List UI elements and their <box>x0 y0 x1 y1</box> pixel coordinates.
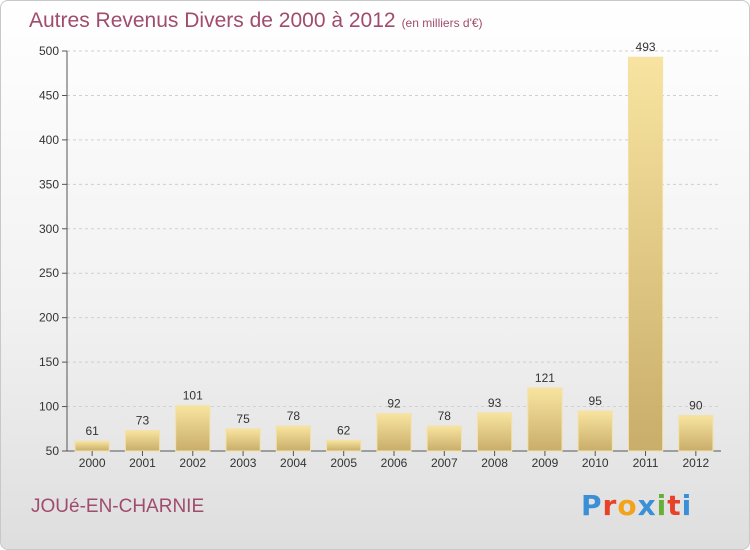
data-label: 61 <box>85 424 99 438</box>
x-tick-label: 2004 <box>280 456 307 470</box>
y-tick-label: 150 <box>39 355 59 369</box>
logo-letter: x <box>637 489 657 522</box>
y-tick-label: 450 <box>39 88 59 102</box>
bar <box>225 428 261 452</box>
x-tick-label: 2005 <box>330 456 357 470</box>
x-tick-label: 2007 <box>431 456 458 470</box>
logo-letter: i <box>681 489 693 522</box>
logo-letter: P <box>581 489 603 522</box>
bar <box>74 440 110 452</box>
data-label: 493 <box>636 40 656 54</box>
y-tick-label: 200 <box>39 311 59 325</box>
data-label: 90 <box>689 398 703 412</box>
y-tick-label: 300 <box>39 222 59 236</box>
bar <box>577 410 613 452</box>
bar <box>326 439 362 452</box>
y-tick-label: 100 <box>39 400 59 414</box>
bar <box>376 413 412 452</box>
bar <box>627 56 664 452</box>
y-tick-label: 400 <box>39 133 59 147</box>
bar <box>477 412 513 452</box>
data-label: 92 <box>387 397 401 411</box>
x-tick-label: 2001 <box>129 456 156 470</box>
logo-letter: o <box>617 489 638 522</box>
chart-title: Autres Revenus Divers de 2000 à 2012 (en … <box>29 9 483 33</box>
y-tick-label: 50 <box>46 444 60 458</box>
x-tick-label: 2009 <box>532 456 559 470</box>
x-tick-label: 2000 <box>79 456 106 470</box>
data-label: 78 <box>287 409 301 423</box>
bar <box>426 425 462 452</box>
data-label: 121 <box>535 371 555 385</box>
data-label: 78 <box>438 409 452 423</box>
data-label: 101 <box>183 389 203 403</box>
x-tick-label: 2011 <box>633 456 659 470</box>
data-label: 62 <box>337 423 351 437</box>
place-name: JOUé-EN-CHARNIE <box>31 496 205 517</box>
data-label: 75 <box>236 412 250 426</box>
data-label: 73 <box>136 414 150 428</box>
bar <box>275 425 311 452</box>
x-tick-label: 2003 <box>230 456 257 470</box>
x-tick-label: 2008 <box>481 456 508 470</box>
y-tick-label: 250 <box>39 266 59 280</box>
data-label: 95 <box>589 394 603 408</box>
logo-letter: t <box>667 489 682 522</box>
bar <box>527 387 563 452</box>
logo-letter: r <box>602 489 618 522</box>
y-tick-label: 500 <box>39 44 59 58</box>
bar <box>678 414 714 452</box>
x-tick-label: 2010 <box>582 456 609 470</box>
chart-title-text: Autres Revenus Divers de 2000 à 2012 <box>29 9 396 32</box>
proxiti-logo[interactable]: Proxiti <box>581 489 692 522</box>
x-tick-label: 2002 <box>179 456 206 470</box>
chart-subtitle: (en milliers d'€) <box>401 16 483 30</box>
y-tick-label: 350 <box>39 177 59 191</box>
bar <box>175 405 211 452</box>
bar <box>124 430 161 452</box>
x-tick-label: 2012 <box>682 456 709 470</box>
logo-letter: i <box>656 489 668 522</box>
x-tick-label: 2006 <box>381 456 408 470</box>
data-label: 93 <box>488 396 502 410</box>
